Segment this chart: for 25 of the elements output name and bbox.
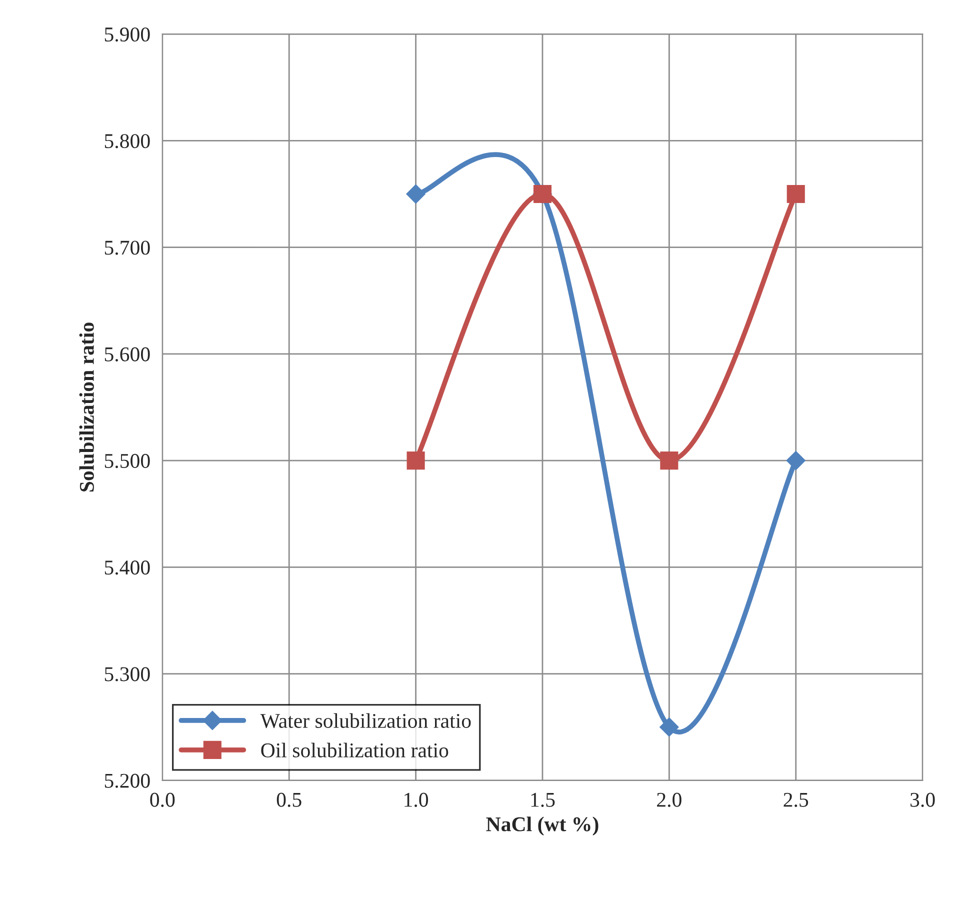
point — [786, 451, 806, 470]
y-tick-label: 5.700 — [104, 240, 150, 255]
y-tick-label: 5.600 — [104, 347, 150, 362]
y-axis-title: Solubilization ratio — [79, 322, 94, 492]
y-tick-label: 5.800 — [104, 134, 150, 148]
legend-label: Oil solubilization ratio — [261, 742, 448, 758]
y-tick-label: 5.900 — [104, 27, 150, 42]
x-tick-label: 1.0 — [404, 792, 428, 807]
x-tick-label: 1.5 — [531, 792, 555, 807]
x-tick-label: 0.5 — [276, 792, 302, 807]
point — [406, 184, 426, 204]
point — [786, 184, 805, 204]
y-tick-label: 5.300 — [104, 667, 150, 682]
x-tick-label: 0.0 — [150, 792, 175, 807]
legend-label: Water solubilization ratio — [260, 713, 471, 728]
x-axis-title: NaCl (wt %) — [486, 816, 598, 836]
y-tick-label: 5.500 — [104, 454, 150, 468]
y-tick-label: 5.400 — [104, 560, 150, 575]
point — [660, 718, 679, 737]
point — [406, 452, 425, 470]
point — [660, 452, 678, 470]
x-tick-label: 3.0 — [910, 792, 935, 807]
y-tick-label: 5.200 — [104, 774, 150, 788]
x-tick-label: 2.5 — [784, 792, 808, 807]
x-tick-label: 2.0 — [657, 792, 682, 807]
